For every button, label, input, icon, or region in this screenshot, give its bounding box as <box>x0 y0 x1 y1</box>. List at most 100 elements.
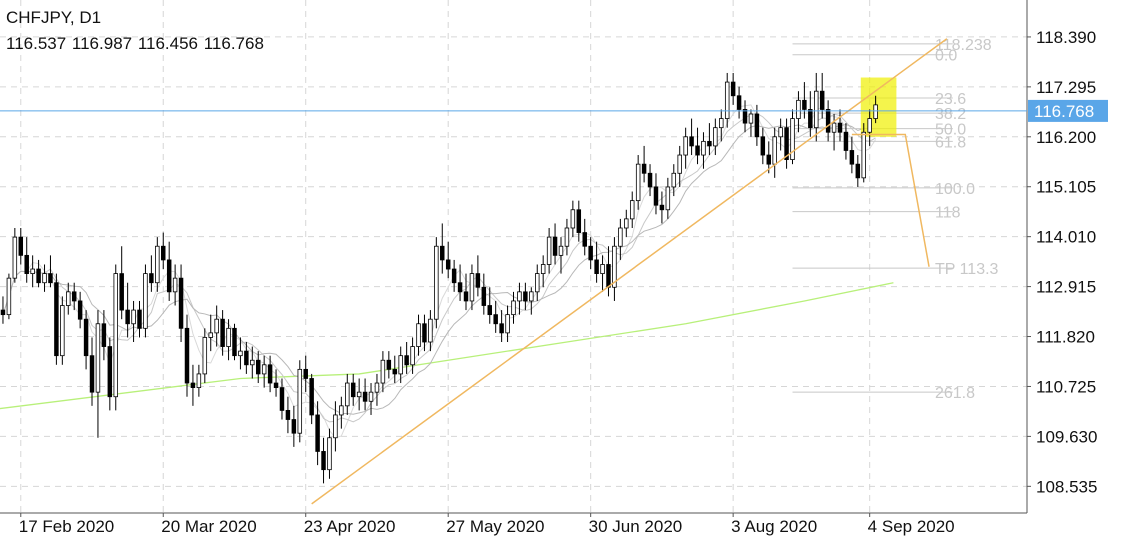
candle <box>701 132 706 169</box>
candle <box>511 291 516 324</box>
candle <box>220 310 225 356</box>
candle-body-bullish <box>618 227 623 247</box>
highlight-box <box>860 77 897 137</box>
candle-body-bullish <box>540 264 546 275</box>
candle <box>202 328 208 384</box>
candle-body-bullish <box>772 136 777 165</box>
y-axis-tick-label: 110.725 <box>1036 377 1096 396</box>
candle <box>404 342 409 374</box>
candle-body-bullish <box>778 127 783 138</box>
candle-body-bearish <box>463 291 469 302</box>
fibonacci-level-label: 50.0 <box>935 122 966 139</box>
candle-body-bearish <box>481 286 487 306</box>
candle <box>647 164 653 197</box>
moving-average-line <box>2 104 877 439</box>
candle <box>499 310 504 342</box>
candle <box>374 373 380 406</box>
trendline-layer[interactable] <box>311 38 948 505</box>
candle <box>95 310 101 438</box>
candle-body-bullish <box>790 118 795 160</box>
candle-body-bullish <box>238 350 243 357</box>
candle <box>155 237 160 292</box>
candle-body-bearish <box>730 81 736 97</box>
candle <box>12 228 18 283</box>
candle-body-bearish <box>523 291 528 302</box>
candle-body-bearish <box>267 364 273 384</box>
candle <box>321 437 326 484</box>
candle-body-bearish <box>255 359 261 375</box>
candle-body-bullish <box>416 323 421 347</box>
candle-body-bullish <box>724 81 730 119</box>
candle <box>778 118 783 151</box>
candle <box>60 296 65 365</box>
candle <box>416 314 421 356</box>
candle <box>309 373 314 425</box>
candle-body-bearish <box>362 391 368 402</box>
moving-average-line <box>2 112 876 423</box>
candle-body-bullish <box>202 337 208 375</box>
fibonacci-level-label: 261.8 <box>935 385 975 402</box>
candle <box>137 300 142 338</box>
fibonacci-level-label: 23.6 <box>935 91 966 108</box>
candle <box>398 346 403 384</box>
candle <box>517 282 522 315</box>
candle-body-bearish <box>457 282 463 293</box>
x-axis-tick-label: 4 Sep 2020 <box>868 517 955 536</box>
fibonacci-level-label: 38.2 <box>935 106 966 123</box>
candle <box>624 209 629 238</box>
candle <box>368 383 374 415</box>
candle <box>535 264 540 301</box>
candle-body-bearish <box>244 350 249 366</box>
candles-layer <box>0 72 878 484</box>
candle <box>232 323 237 361</box>
candle <box>659 191 665 224</box>
candle <box>24 237 29 283</box>
candle <box>71 282 77 311</box>
candle <box>30 255 35 288</box>
candle-body-bearish <box>552 236 558 256</box>
candle-body-bearish <box>0 309 6 316</box>
candle-body-bullish <box>600 264 605 275</box>
candle-body-bullish <box>511 300 516 316</box>
candle <box>831 114 837 151</box>
ascending-trendline <box>311 38 948 505</box>
candle-body-bullish <box>529 291 534 302</box>
candle-body-bearish <box>653 186 659 206</box>
long-moving-average-layer <box>0 282 894 410</box>
y-axis-tick-label: 108.535 <box>1036 477 1097 496</box>
candle-body-bearish <box>184 327 190 384</box>
candle <box>724 72 730 128</box>
candle-body-bullish <box>546 236 552 265</box>
candle-body-bearish <box>137 309 142 329</box>
candle-body-bullish <box>368 391 374 402</box>
candle <box>161 232 166 270</box>
candle-body-bearish <box>440 245 445 261</box>
candle-body-bearish <box>101 323 107 347</box>
candle <box>303 355 308 393</box>
candle-body-bullish <box>570 209 576 229</box>
candle-body-bearish <box>422 323 427 343</box>
candle-body-bearish <box>766 154 772 165</box>
candle-body-bearish <box>843 131 849 151</box>
candle-body-bullish <box>624 218 629 229</box>
candle <box>315 401 320 466</box>
candle-body-bearish <box>707 140 712 147</box>
candle <box>18 228 24 265</box>
candle <box>754 104 760 146</box>
candle <box>760 127 766 165</box>
candle-body-bullish <box>748 113 754 124</box>
y-axis-tick-label: 117.295 <box>1036 78 1096 97</box>
candle <box>796 91 801 133</box>
x-axis-tick-label: 20 Mar 2020 <box>161 517 256 536</box>
fibonacci-level-label: 118.238 <box>935 37 992 54</box>
candle-body-bearish <box>582 232 587 247</box>
candle-body-bearish <box>125 309 130 325</box>
candle <box>392 355 398 384</box>
candle <box>629 191 635 228</box>
candle <box>196 364 202 397</box>
candle-body-bearish <box>89 355 95 393</box>
candle-body-bullish <box>261 364 267 375</box>
candle <box>772 127 777 178</box>
